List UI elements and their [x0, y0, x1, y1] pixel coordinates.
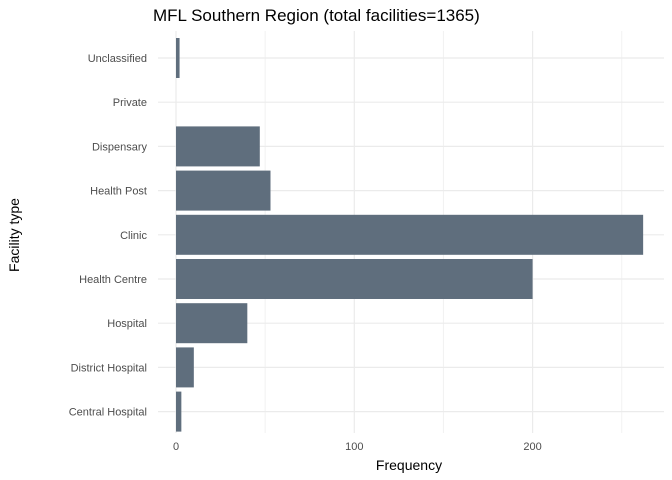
y-tick-label: Health Centre	[79, 274, 147, 286]
x-tick-label: 200	[523, 441, 541, 453]
bar-clinic	[176, 214, 644, 255]
bar-health-centre	[176, 259, 533, 299]
x-tick-label: 0	[173, 441, 179, 453]
bar-hospital	[176, 303, 248, 344]
y-tick-label: Clinic	[120, 230, 147, 242]
y-tick-label: Central Hospital	[69, 407, 147, 419]
y-tick-label: Health Post	[90, 186, 147, 198]
bar-central-hospital	[176, 391, 182, 432]
x-axis-title: Frequency	[376, 457, 442, 473]
bar-dispensary	[176, 126, 260, 167]
bars	[176, 38, 644, 432]
y-tick-label: Private	[113, 97, 147, 109]
y-tick-label: District Hospital	[71, 362, 147, 374]
y-axis-title: Facility type	[6, 198, 22, 272]
y-tick-labels: Central Hospital District Hospital Hospita…	[69, 53, 148, 419]
y-tick-label: Dispensary	[92, 141, 148, 153]
y-tick-label: Unclassified	[88, 53, 147, 65]
x-tick-label: 100	[345, 441, 363, 453]
x-tick-labels: 0 100 200	[173, 441, 542, 453]
chart-title: MFL Southern Region (total facilities=13…	[153, 6, 480, 25]
y-tick-label: Hospital	[107, 318, 147, 330]
bar-district-hospital	[176, 347, 194, 388]
bar-health-post	[176, 170, 271, 211]
bar-unclassified	[176, 38, 180, 78]
